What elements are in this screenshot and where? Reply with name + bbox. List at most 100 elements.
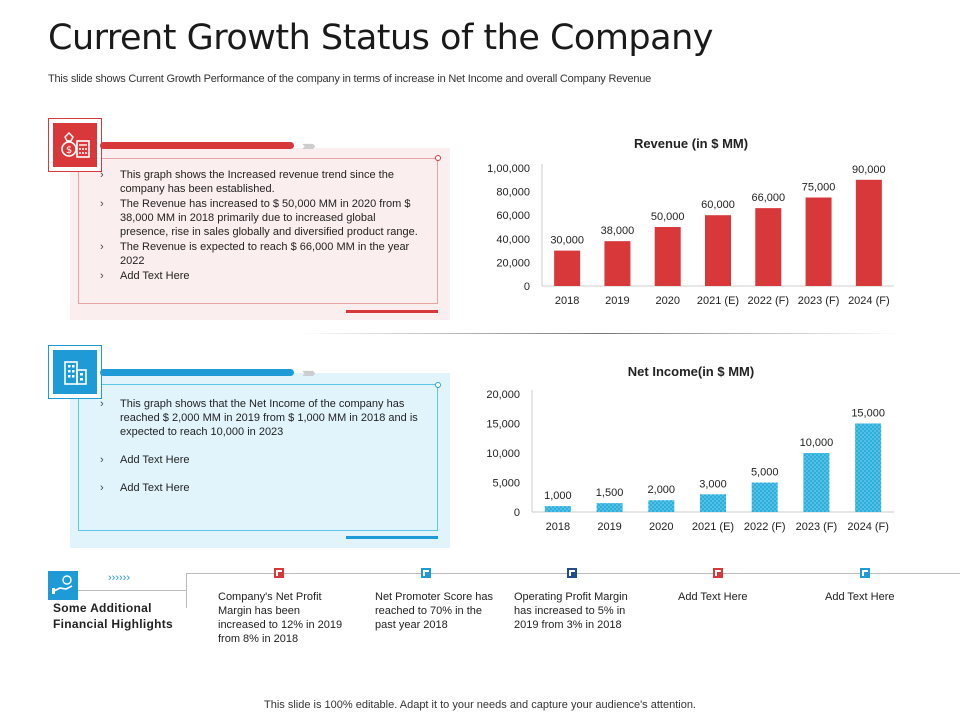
bullet-text: This graph shows the Increased revenue t… [120, 169, 394, 195]
x-tick-label: 2022 (F) [744, 521, 786, 533]
highlight-text: Add Text Here [678, 591, 748, 603]
income-panel-background [70, 373, 450, 548]
revenue-panel-frame [78, 158, 438, 304]
timeline-marker [860, 568, 870, 578]
bullet-text: This graph shows that the Net Income of … [120, 398, 418, 438]
y-tick-label: 0 [514, 507, 520, 519]
highlight-text: Add Text Here [825, 591, 895, 603]
x-tick-label: 2023 (F) [796, 521, 838, 533]
list-item: › Add Text Here [100, 453, 420, 467]
bar [554, 250, 581, 286]
section-divider [300, 333, 900, 334]
chevron-right-icon: › [100, 398, 104, 410]
bar-value-label: 90,000 [852, 164, 886, 176]
income-chart: Net Income(in $ MM) 0 5,000 10,000 15,000 20,… [486, 364, 894, 533]
timeline-marker [713, 568, 723, 578]
y-tick-label: 20,000 [486, 389, 520, 401]
highlights-label: Some Additional Financial Highlights [53, 600, 173, 632]
y-tick-label: 10,000 [486, 448, 520, 460]
chart-title: Net Income(in $ MM) [628, 364, 754, 379]
highlight-text: Operating Profit Margin has increased to… [514, 591, 628, 631]
highlights-label-line2: Financial Highlights [53, 617, 174, 631]
bar [648, 500, 675, 512]
income-accent-bar [100, 369, 294, 376]
money-calculator-icon: $ [53, 123, 97, 167]
bar-value-label: 30,000 [550, 235, 584, 247]
revenue-bullets: › This graph shows the Increased revenue … [100, 168, 420, 284]
chevron-right-icon: › [100, 169, 104, 181]
chevron-right-icon: › [100, 198, 104, 210]
bar-value-label: 75,000 [802, 182, 836, 194]
building-icon [53, 350, 97, 394]
x-tick-label: 2019 [597, 521, 621, 533]
x-tick-label: 2018 [546, 521, 570, 533]
chevron-arrows-icon: ›››››› [108, 572, 130, 584]
y-tick-label: 5,000 [492, 478, 520, 490]
bar-value-label: 2,000 [648, 484, 676, 496]
bar-value-label: 10,000 [800, 437, 834, 449]
bar [755, 208, 782, 286]
y-tick-label: 0 [524, 281, 530, 293]
bar [855, 179, 882, 286]
timeline-marker [421, 568, 431, 578]
revenue-accent-bar [100, 142, 294, 149]
y-tick-label: 1,00,000 [487, 163, 530, 175]
list-item: › Add Text Here [100, 269, 420, 283]
x-tick-label: 2020 [655, 295, 679, 307]
income-panel-frame [78, 384, 438, 531]
x-tick-label: 2021 (E) [692, 521, 734, 533]
list-item: › This graph shows the Increased revenue … [100, 168, 420, 196]
bar-value-label: 50,000 [651, 211, 685, 223]
highlight-text: Company's Net Profit Margin has been inc… [218, 591, 343, 645]
bar [855, 423, 882, 512]
revenue-panel-dot [435, 155, 441, 161]
x-tick-label: 2018 [555, 295, 579, 307]
x-tick-label: 2020 [649, 521, 673, 533]
bar-value-label: 15,000 [851, 408, 885, 420]
bar [700, 494, 726, 512]
bullet-text: Add Text Here [120, 454, 190, 466]
x-tick-label: 2024 (F) [848, 295, 890, 307]
x-tick-label: 2022 (F) [747, 295, 789, 307]
chart-title: Revenue (in $ MM) [634, 136, 748, 151]
bar-value-label: 66,000 [751, 192, 785, 204]
chevron-arrows-icon: ›››››››› [302, 138, 316, 153]
bullet-text: Add Text Here [120, 270, 190, 282]
income-bullets: › This graph shows that the Net Income of… [100, 397, 420, 496]
timeline-marker [274, 568, 284, 578]
income-panel-dot [435, 382, 441, 388]
bar-value-label: 3,000 [699, 478, 727, 490]
timeline-segment [186, 574, 187, 608]
chevron-right-icon: › [100, 454, 104, 466]
bar [705, 215, 731, 286]
timeline-segment [48, 599, 78, 600]
x-tick-label: 2023 (F) [798, 295, 840, 307]
revenue-underline [346, 310, 438, 313]
page-subtitle: This slide shows Current Growth Performa… [48, 73, 652, 85]
bar [604, 241, 631, 286]
y-tick-label: 15,000 [486, 419, 520, 431]
x-tick-label: 2021 (E) [697, 295, 739, 307]
chevron-right-icon: › [100, 241, 104, 253]
bullet-text: The Revenue is expected to reach $ 66,00… [120, 241, 410, 267]
bar-value-label: 1,000 [544, 490, 572, 502]
bullet-text: Add Text Here [120, 482, 190, 494]
income-underline [346, 536, 438, 539]
bar [596, 503, 623, 512]
highlights-label-line1: Some Additional [53, 601, 152, 615]
bar [751, 482, 778, 512]
chevron-right-icon: › [100, 270, 104, 282]
list-item: › The Revenue is expected to reach $ 66,0… [100, 240, 420, 268]
y-tick-label: 40,000 [496, 234, 530, 246]
bar [805, 197, 832, 286]
y-tick-label: 80,000 [496, 187, 530, 199]
highlight-text: Net Promoter Score has reached to 70% in… [375, 591, 493, 631]
timeline-segment [78, 590, 186, 591]
x-tick-label: 2019 [605, 295, 629, 307]
list-item: › Add Text Here [100, 481, 420, 495]
bar-value-label: 1,500 [596, 487, 624, 499]
y-tick-label: 20,000 [496, 257, 530, 269]
page-title: Current Growth Status of the Company [48, 18, 713, 58]
list-item: › The Revenue has increased to $ 50,000 M… [100, 197, 420, 239]
chevron-arrows-icon: ›››››››› [302, 365, 316, 380]
